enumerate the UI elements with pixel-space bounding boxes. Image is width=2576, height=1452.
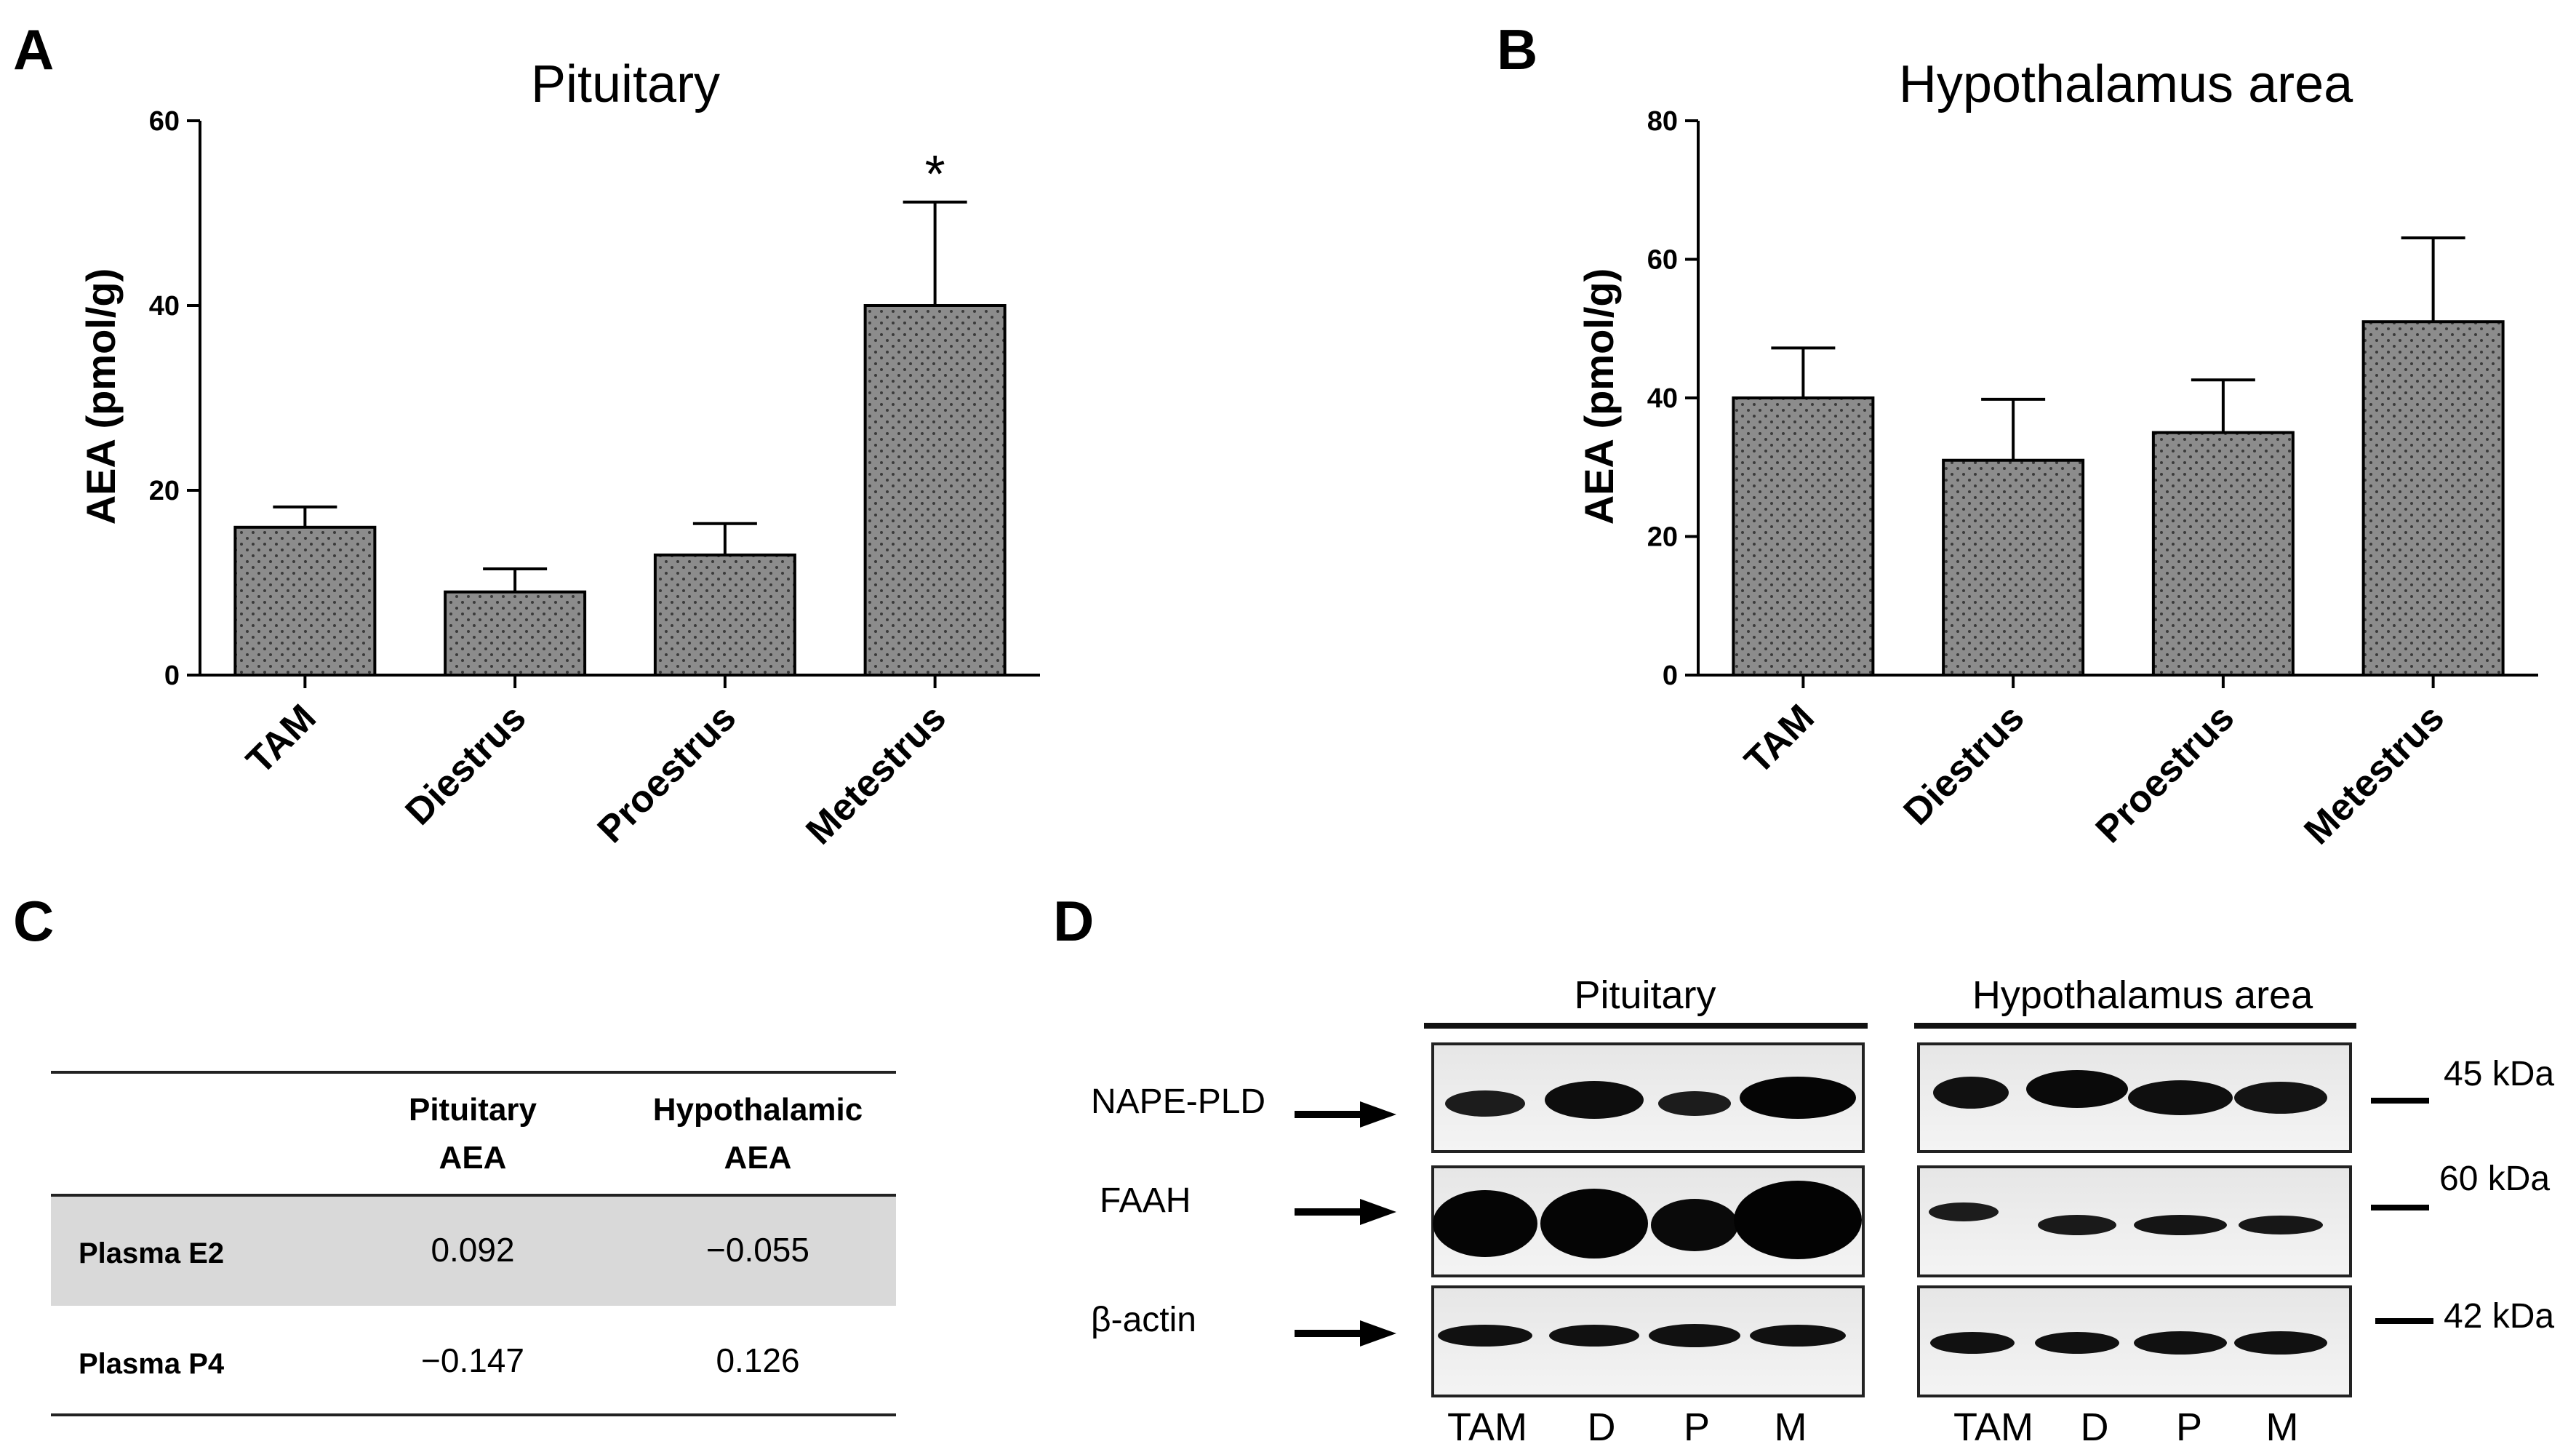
chart-hypothalamus: Hypothalamus area AEA (pmol/g) 0 20 40 60 80…: [1576, 55, 2538, 853]
x-tick-label: Diestrus: [1895, 696, 2032, 833]
y-axis-label: AEA (pmol/g): [78, 268, 124, 525]
y-tick-label: 20: [1647, 522, 1678, 553]
x-tick-label: TAM: [1737, 696, 1823, 782]
bar: [233, 525, 377, 677]
panel-label-a: A: [13, 17, 54, 81]
lane-label: D: [1588, 1405, 1616, 1449]
blot-membrane-hypothalamus-beta-actin: [1917, 1285, 2352, 1397]
x-tick-label: Diestrus: [397, 696, 534, 833]
table-cell: −0.055: [706, 1231, 809, 1269]
y-tick-label: 80: [1647, 106, 1678, 137]
protein-label: NAPE-PLD: [1091, 1082, 1265, 1121]
chart-title: Hypothalamus area: [1899, 55, 2353, 113]
marker-label: 60 kDa: [2439, 1160, 2550, 1198]
panel-label-c: C: [13, 889, 54, 953]
x-tick-label: TAM: [239, 696, 324, 782]
table-header-pituitary-line2: AEA: [439, 1140, 507, 1176]
bar: [1942, 458, 2085, 677]
panel-label-b: B: [1497, 17, 1537, 81]
bar: [2151, 431, 2295, 677]
arrow-icon: [1295, 1199, 1396, 1225]
western-blot: Pituitary Hypothalamus area NAPE-PLD FAA…: [1091, 973, 2554, 1449]
bar: [2361, 320, 2505, 677]
lane-label: M: [2266, 1405, 2299, 1449]
table-cell: 0.092: [431, 1231, 514, 1269]
table-cell: −0.147: [421, 1341, 524, 1379]
blot-group-label: Hypothalamus area: [1972, 973, 2313, 1017]
blot-membrane-pituitary-beta-actin: [1431, 1285, 1865, 1397]
y-tick-label: 40: [1647, 383, 1678, 414]
y-tick-label: 20: [149, 476, 180, 506]
x-tick-label: Proestrus: [590, 696, 745, 851]
lane-label: D: [2081, 1405, 2109, 1449]
blot-membrane-hypothalamus-faah: [1917, 1165, 2352, 1277]
panel-label-d: D: [1053, 889, 1094, 953]
lane-label: TAM: [1447, 1405, 1527, 1449]
correlation-table: Pituitary AEA Hypothalamic AEA Plasma E2…: [51, 1071, 896, 1416]
table-header-hypothalamic-line1: Hypothalamic: [653, 1092, 863, 1128]
blot-group-label: Pituitary: [1574, 973, 1716, 1017]
lane-label: M: [1775, 1405, 1807, 1449]
chart-pituitary: Pituitary AEA (pmol/g) 0 20 40 60 TAM Diestru…: [78, 55, 1040, 853]
y-tick-label: 0: [164, 661, 180, 691]
bar: [1732, 396, 1875, 677]
table-row-highlight: [51, 1197, 896, 1306]
table-header-hypothalamic-line2: AEA: [724, 1140, 792, 1176]
y-tick-label: 60: [1647, 245, 1678, 276]
blot-membrane-pituitary-nape-pld: [1431, 1042, 1865, 1153]
marker-label: 45 kDa: [2444, 1055, 2554, 1093]
bar: [863, 304, 1007, 677]
arrow-icon: [1295, 1320, 1396, 1347]
lane-label: TAM: [1953, 1405, 2033, 1449]
chart-title: Pituitary: [531, 55, 720, 113]
table-header-pituitary-line1: Pituitary: [409, 1092, 537, 1128]
x-tick-label: Metestrus: [2296, 696, 2452, 853]
y-tick-label: 60: [149, 106, 180, 137]
table-row-label: Plasma P4: [79, 1348, 225, 1380]
protein-label: FAAH: [1100, 1181, 1191, 1220]
y-tick-label: 0: [1663, 661, 1678, 691]
marker-label: 42 kDa: [2444, 1297, 2554, 1336]
table-cell: 0.126: [716, 1341, 799, 1379]
significance-annotation: *: [925, 145, 945, 204]
blot-membrane-pituitary-faah: [1431, 1165, 1865, 1277]
table-row-label: Plasma E2: [79, 1237, 224, 1269]
lane-label: P: [2176, 1405, 2202, 1449]
bar: [653, 553, 796, 677]
x-tick-label: Proestrus: [2088, 696, 2243, 851]
lane-label: P: [1684, 1405, 1710, 1449]
bar: [444, 590, 587, 677]
blot-membrane-hypothalamus-nape-pld: [1917, 1042, 2352, 1153]
x-tick-label: Metestrus: [798, 696, 954, 853]
protein-label: β-actin: [1091, 1301, 1196, 1339]
arrow-icon: [1295, 1101, 1396, 1128]
y-axis-label: AEA (pmol/g): [1576, 268, 1622, 525]
y-tick-label: 40: [149, 291, 180, 322]
